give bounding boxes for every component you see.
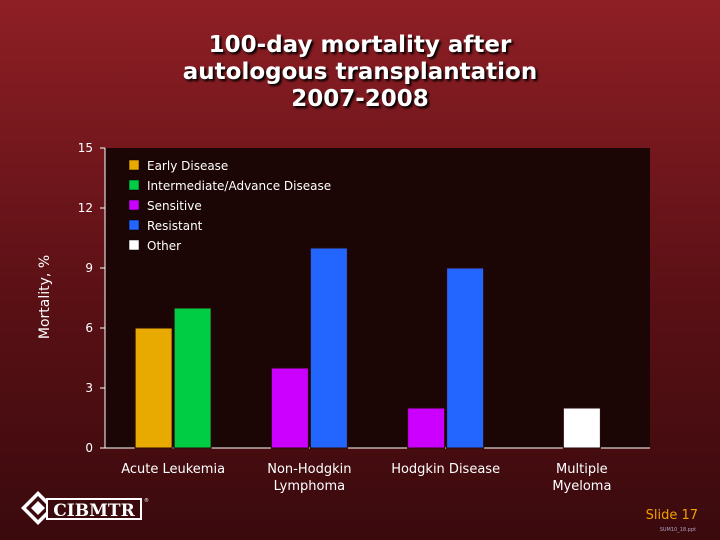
y-tick-label: 9	[85, 261, 93, 275]
logo-text: CIBMTR	[53, 501, 135, 521]
cibmtr-logo: CIBMTR ®	[21, 491, 149, 525]
bar	[562, 407, 601, 449]
x-tick-label: Myeloma	[552, 479, 611, 494]
x-tick-label: Hodgkin Disease	[391, 462, 500, 477]
legend-swatch	[128, 159, 140, 171]
bar	[407, 407, 446, 449]
y-tick-label: 3	[85, 381, 93, 395]
chart-title: 100-day mortality after autologous trans…	[0, 32, 720, 113]
x-tick-label: Non-Hodgkin	[267, 462, 351, 477]
legend-swatch	[128, 179, 140, 191]
legend-label: Other	[147, 239, 181, 253]
legend-swatch	[128, 219, 140, 231]
legend-swatch	[128, 239, 140, 251]
title-line-1: 100-day mortality after	[208, 32, 512, 58]
x-tick-label: Acute Leukemia	[121, 462, 225, 477]
bar	[309, 247, 348, 449]
y-tick-label: 12	[78, 201, 93, 215]
legend-label: Intermediate/Advance Disease	[147, 179, 331, 193]
x-tick-label: Multiple	[556, 462, 608, 477]
title-line-2: autologous transplantation	[182, 59, 538, 85]
bar	[173, 307, 212, 449]
y-tick-label: 15	[78, 141, 93, 155]
bar	[446, 267, 485, 449]
x-tick-label: Lymphoma	[274, 479, 345, 494]
y-axis-label: Mortality, %	[37, 255, 53, 339]
bar	[270, 367, 309, 449]
title-line-3: 2007-2008	[291, 86, 429, 112]
y-tick-label: 6	[85, 321, 93, 335]
slide-code: SUM10_18.ppt	[659, 527, 696, 533]
slide-number: Slide 17	[645, 508, 698, 523]
legend-swatch	[128, 199, 140, 211]
legend-label: Early Disease	[147, 159, 228, 173]
svg-text:®: ®	[144, 497, 149, 504]
bar	[134, 327, 173, 449]
legend-label: Sensitive	[147, 199, 202, 213]
y-tick-label: 0	[85, 441, 93, 455]
legend-label: Resistant	[147, 219, 203, 233]
